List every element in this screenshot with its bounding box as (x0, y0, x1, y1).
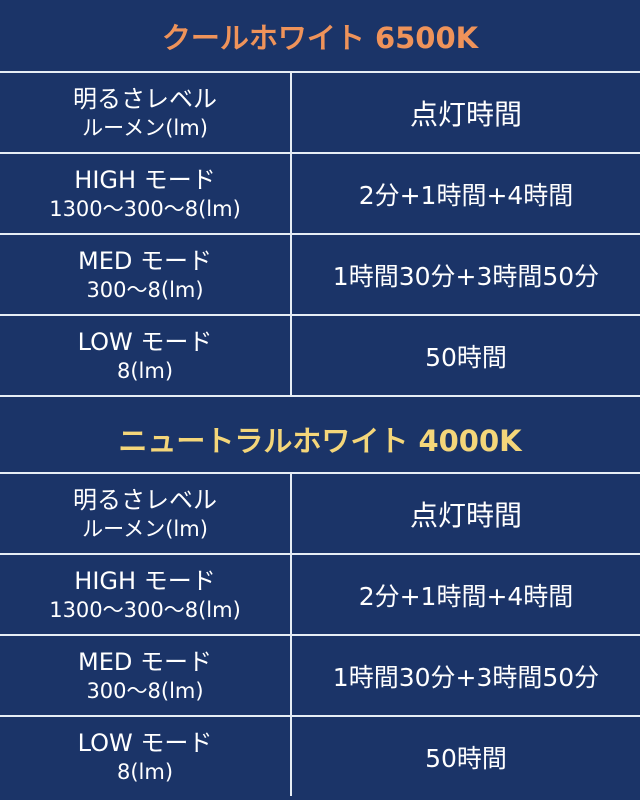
runtime-table-neutral-white: 明るさレベル ルーメン(lm) 点灯時間 HIGH モード 1300〜300〜8(l… (0, 472, 640, 796)
cell-line1: HIGH モード (74, 165, 216, 194)
mode-cell: MED モード 300〜8(lm) (0, 634, 292, 717)
runtime-header-cell: 点灯時間 (290, 472, 640, 555)
mode-cell: LOW モード 8(lm) (0, 715, 292, 796)
runtime-header-cell: 点灯時間 (290, 71, 640, 154)
table-row: MED モード 300〜8(lm) 1時間30分+3時間50分 (0, 233, 640, 316)
cell-line1: HIGH モード (74, 566, 216, 595)
cell-line1: LOW モード (77, 728, 213, 757)
table-row: LOW モード 8(lm) 50時間 (0, 715, 640, 796)
runtime-cell: 50時間 (290, 314, 640, 397)
brightness-header-cell: 明るさレベル ルーメン(lm) (0, 472, 292, 555)
cell-line2: 8(lm) (116, 759, 174, 784)
runtime-table-cool-white: 明るさレベル ルーメン(lm) 点灯時間 HIGH モード 1300〜300〜8(l… (0, 71, 640, 397)
runtime-cell: 1時間30分+3時間50分 (290, 233, 640, 316)
mode-cell: HIGH モード 1300〜300〜8(lm) (0, 553, 292, 636)
cell-line2: 300〜8(lm) (86, 277, 204, 302)
table-row: HIGH モード 1300〜300〜8(lm) 2分+1時間+4時間 (0, 553, 640, 636)
cell-line2: ルーメン(lm) (82, 516, 208, 541)
runtime-cell: 1時間30分+3時間50分 (290, 634, 640, 717)
table-row: MED モード 300〜8(lm) 1時間30分+3時間50分 (0, 634, 640, 717)
section-title-neutral-white: ニュートラルホワイト 4000K (118, 424, 522, 458)
cell-line2: ルーメン(lm) (82, 115, 208, 140)
cell-line2: 300〜8(lm) (86, 678, 204, 703)
table-header-row: 明るさレベル ルーメン(lm) 点灯時間 (0, 71, 640, 154)
mode-cell: HIGH モード 1300〜300〜8(lm) (0, 152, 292, 235)
cell-line2: 8(lm) (116, 358, 174, 383)
table-row: LOW モード 8(lm) 50時間 (0, 314, 640, 397)
cell-line1: 明るさレベル (73, 485, 217, 514)
cell-line2: 1300〜300〜8(lm) (49, 597, 241, 622)
cell-line1: 明るさレベル (73, 84, 217, 113)
brightness-header-cell: 明るさレベル ルーメン(lm) (0, 71, 292, 154)
runtime-cell: 50時間 (290, 715, 640, 796)
cell-line1: MED モード (78, 647, 212, 676)
mode-cell: LOW モード 8(lm) (0, 314, 292, 397)
runtime-cell: 2分+1時間+4時間 (290, 553, 640, 636)
table-row: HIGH モード 1300〜300〜8(lm) 2分+1時間+4時間 (0, 152, 640, 235)
cell-line1: MED モード (78, 246, 212, 275)
cell-line2: 1300〜300〜8(lm) (49, 196, 241, 221)
runtime-cell: 2分+1時間+4時間 (290, 152, 640, 235)
table-header-row: 明るさレベル ルーメン(lm) 点灯時間 (0, 472, 640, 555)
mode-cell: MED モード 300〜8(lm) (0, 233, 292, 316)
section-title-cool-white: クールホワイト 6500K (161, 21, 479, 55)
cell-line1: LOW モード (77, 327, 213, 356)
